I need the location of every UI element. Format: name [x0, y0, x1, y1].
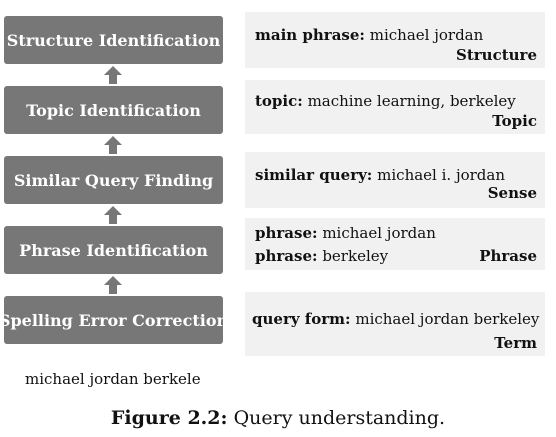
- stage-label: Similar Query Finding: [13, 170, 214, 190]
- panel-term: query form: michael jordan berkeley Term: [245, 292, 545, 356]
- up-arrow-icon: [104, 66, 122, 84]
- panel-value: michael i. jordan: [377, 166, 505, 184]
- caption-label: Figure 2.2:: [110, 407, 228, 429]
- panel-value: berkeley: [322, 247, 389, 265]
- panel-tag: Structure: [456, 46, 537, 64]
- panel-line: main phrase: michael jordan: [255, 26, 483, 44]
- panel-key: phrase:: [255, 224, 318, 242]
- figure-caption: Figure 2.2: Query understanding.: [0, 407, 556, 429]
- panel-phrase: phrase: michael jordan phrase: berkeley …: [245, 218, 545, 270]
- panel-line: query form: michael jordan berkeley: [252, 310, 539, 328]
- up-arrow-icon: [104, 136, 122, 154]
- stage-label: Structure Identification: [6, 30, 221, 50]
- stage-spelling-error-correction: Spelling Error Correction: [0, 296, 228, 344]
- panel-line: similar query: michael i. jordan: [255, 166, 505, 184]
- stage-phrase-identification: Phrase Identification: [4, 226, 223, 274]
- panel-tag: Term: [494, 334, 537, 352]
- panel-line: topic: machine learning, berkeley: [255, 92, 516, 110]
- stage-label: Spelling Error Correction: [0, 310, 229, 330]
- panel-value: michael jordan: [369, 26, 484, 44]
- panel-line: phrase: michael jordan: [255, 224, 436, 242]
- panel-structure: main phrase: michael jordan Structure: [245, 12, 545, 68]
- panel-key: similar query:: [255, 166, 373, 184]
- panel-tag: Sense: [487, 184, 537, 202]
- panel-topic: topic: machine learning, berkeley Topic: [245, 80, 545, 134]
- up-arrow-icon: [104, 206, 122, 224]
- panel-key: topic:: [255, 92, 303, 110]
- panel-line: phrase: berkeley: [255, 247, 388, 265]
- panel-value: machine learning, berkeley: [307, 92, 516, 110]
- panel-value: michael jordan: [322, 224, 436, 242]
- caption-text: Query understanding.: [233, 407, 446, 429]
- panel-tag: Topic: [492, 112, 537, 130]
- stage-topic-identification: Topic Identification: [4, 86, 223, 134]
- panel-sense: similar query: michael i. jordan Sense: [245, 152, 545, 208]
- panel-key: main phrase:: [255, 26, 365, 44]
- panel-tag: Phrase: [479, 247, 537, 265]
- stage-label: Phrase Identification: [19, 240, 208, 260]
- panel-key: phrase:: [255, 247, 318, 265]
- panel-key: query form:: [252, 310, 351, 328]
- stage-similar-query-finding: Similar Query Finding: [4, 156, 223, 204]
- up-arrow-icon: [104, 276, 122, 294]
- stage-structure-identification: Structure Identification: [4, 16, 223, 64]
- input-query: michael jordan berkele: [25, 370, 201, 388]
- stage-label: Topic Identification: [26, 100, 201, 120]
- panel-value: michael jordan berkeley: [355, 310, 540, 328]
